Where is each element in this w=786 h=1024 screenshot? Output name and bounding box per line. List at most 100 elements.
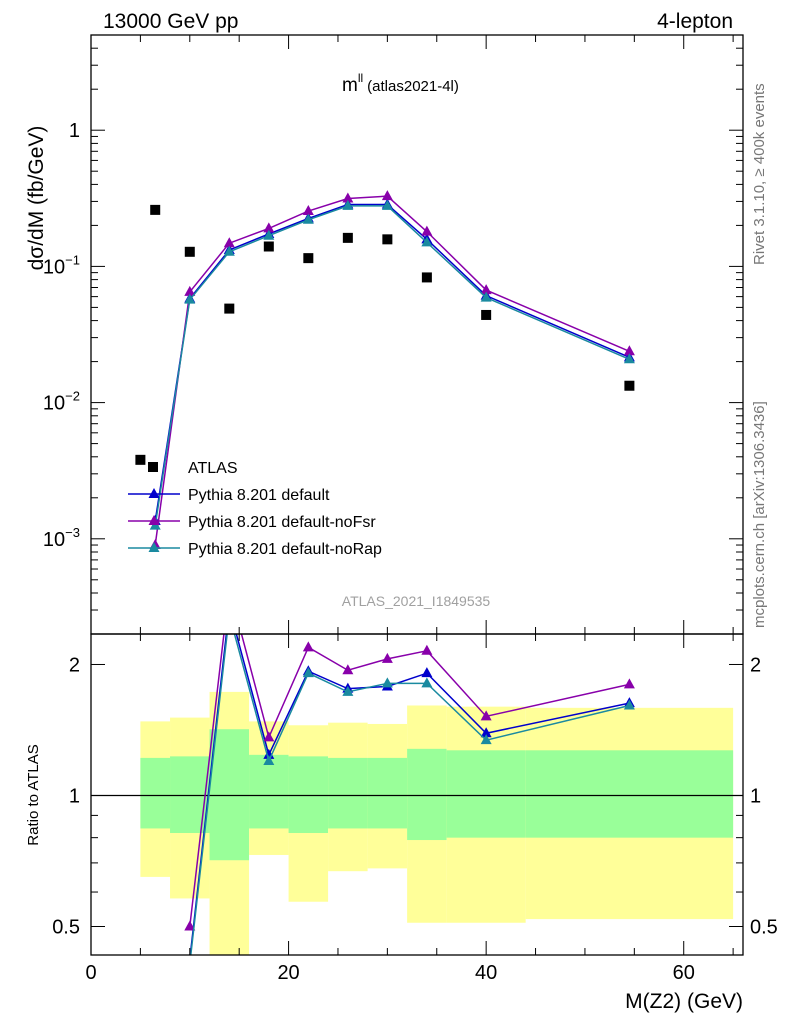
marker-noRap xyxy=(263,229,275,240)
band-inner-4 xyxy=(288,756,329,833)
ratio-ytick-label-left-1: 1 xyxy=(69,785,80,807)
bands-clipped xyxy=(140,691,734,955)
legend-marker-noRap xyxy=(148,542,160,552)
ratio-marker-noFsr xyxy=(623,678,635,689)
ratio-ytick-label-right-2: 2 xyxy=(750,654,761,676)
legend-label-1: Pythia 8.201 default xyxy=(188,487,330,504)
side-text-bottom: mcplots.cern.ch [arXiv:1306.3436] xyxy=(751,401,768,628)
xtick-label-0: 0 xyxy=(85,962,96,984)
title-sup: ll xyxy=(358,71,363,85)
legend-label-0: ATLAS xyxy=(188,460,238,477)
band-inner-9 xyxy=(525,750,734,838)
ratio-marker-noFsr xyxy=(302,641,314,652)
band-inner-7 xyxy=(407,748,447,841)
legend-marker-noFsr xyxy=(148,515,160,525)
ratio-marker-default xyxy=(224,602,235,612)
main-ytick-label-0: 10−3 xyxy=(43,525,80,551)
line-noFsr xyxy=(154,195,630,546)
band-inner-0 xyxy=(140,757,171,829)
ratio-marker-noRap xyxy=(302,667,314,678)
ratio-marker-noFsr xyxy=(480,710,492,721)
ratio-ylabel: Ratio to ATLAS xyxy=(25,744,42,845)
atlas-data-point xyxy=(481,309,492,320)
title-paren: (atlas2021-4l) xyxy=(367,78,459,95)
ratio-marker-noRap xyxy=(342,685,354,696)
band-inner-1 xyxy=(170,756,210,833)
marker-noRap xyxy=(223,245,235,256)
legend-marker-default xyxy=(148,488,160,498)
band-inner-8 xyxy=(446,750,526,838)
ytick-base: 10 xyxy=(43,256,65,278)
ratio-marker-noRap xyxy=(623,699,635,710)
atlas-data-point xyxy=(624,380,635,391)
ratio-ytick-label-left-0: 0.5 xyxy=(52,916,80,938)
ytick-base: 10 xyxy=(43,393,65,415)
ytick-exponent: −1 xyxy=(65,252,80,267)
axis-ticks: 10−310−210−110 20 40 600.5 0.51 12 2 xyxy=(43,34,778,984)
marker-noFsr xyxy=(302,205,314,216)
title-main: m xyxy=(342,75,358,96)
marker-noFsr xyxy=(623,345,635,356)
ratio-ytick-label-right-0: 0.5 xyxy=(750,916,778,938)
marker-noFsr xyxy=(381,190,393,201)
marker-noFsr xyxy=(184,285,196,296)
ratio-marker-noRap xyxy=(480,734,492,745)
band-inner-3 xyxy=(249,754,289,829)
ratio-marker-default xyxy=(421,667,433,678)
ratio-marker-noFsr xyxy=(263,731,275,742)
axis-labels: 13000 GeV pp 4-lepton mll (atlas2021-4l) … xyxy=(25,10,768,1013)
ratio-marker-noRap xyxy=(184,958,195,968)
marker-noRap xyxy=(342,199,354,210)
ratio-marker-noFsr xyxy=(342,664,354,675)
ratio-marker-noRap xyxy=(263,755,275,766)
header-right: 4-lepton xyxy=(657,10,733,33)
band-inner-2 xyxy=(209,729,250,861)
atlas-data-point xyxy=(342,232,353,243)
ratio-marker-noFsr xyxy=(381,652,393,663)
legend: ATLAS Pythia 8.201 default Pythia 8.201 de… xyxy=(128,460,382,558)
band-inner-6 xyxy=(367,757,408,829)
ratio-marker-noFsr xyxy=(224,582,235,592)
ytick-base: 1 xyxy=(69,120,80,142)
atlas-data-point xyxy=(421,272,432,283)
line-noRap xyxy=(154,205,630,526)
marker-noFsr xyxy=(480,284,492,295)
ratio-marker-noFsr xyxy=(184,920,196,931)
ratio-marker-noRap xyxy=(381,677,393,688)
xtick-label-2: 40 xyxy=(475,962,497,984)
main-ytick-label-2: 10−1 xyxy=(43,252,80,278)
header-left: 13000 GeV pp xyxy=(103,10,238,33)
ratio-marker-default xyxy=(480,727,492,738)
legend-label-3: Pythia 8.201 default-noRap xyxy=(188,541,382,558)
ratio-ytick-label-right-1: 1 xyxy=(750,785,761,807)
legend-marker-data xyxy=(148,462,158,472)
marker-noRap xyxy=(184,293,196,304)
marker-noRap xyxy=(381,199,393,210)
main-ytick-label-3: 1 xyxy=(69,120,80,142)
atlas-data-point xyxy=(184,246,195,257)
atlas-data-point xyxy=(224,303,235,314)
ratio-frame xyxy=(90,633,744,956)
band-inner-5 xyxy=(328,757,368,829)
marker-noRap xyxy=(302,213,314,224)
main-ytick-label-1: 10−2 xyxy=(43,389,80,415)
ratio-ytick-label-left-2: 2 xyxy=(69,654,80,676)
marker-noRap xyxy=(623,353,635,364)
watermark: ATLAS_2021_I1849535 xyxy=(342,593,491,609)
ratio-series-clipped xyxy=(184,582,635,968)
ytick-exponent: −2 xyxy=(65,389,80,404)
atlas-data-point xyxy=(263,241,274,252)
marker-noRap xyxy=(421,236,433,247)
marker-noFsr xyxy=(421,225,433,236)
marker-noRap xyxy=(480,291,492,302)
atlas-data-point xyxy=(135,454,146,465)
xtick-label-1: 20 xyxy=(277,962,299,984)
ratio-marker-noFsr xyxy=(421,644,433,655)
ratio-xlabel: M(Z2) (GeV) xyxy=(625,990,743,1013)
plot-title: mll (atlas2021-4l) xyxy=(342,71,459,96)
atlas-data-point xyxy=(303,253,314,264)
axes-frames xyxy=(90,34,744,956)
ratio-series xyxy=(184,582,635,968)
marker-noFsr xyxy=(263,222,275,233)
ytick-base: 10 xyxy=(43,529,65,551)
